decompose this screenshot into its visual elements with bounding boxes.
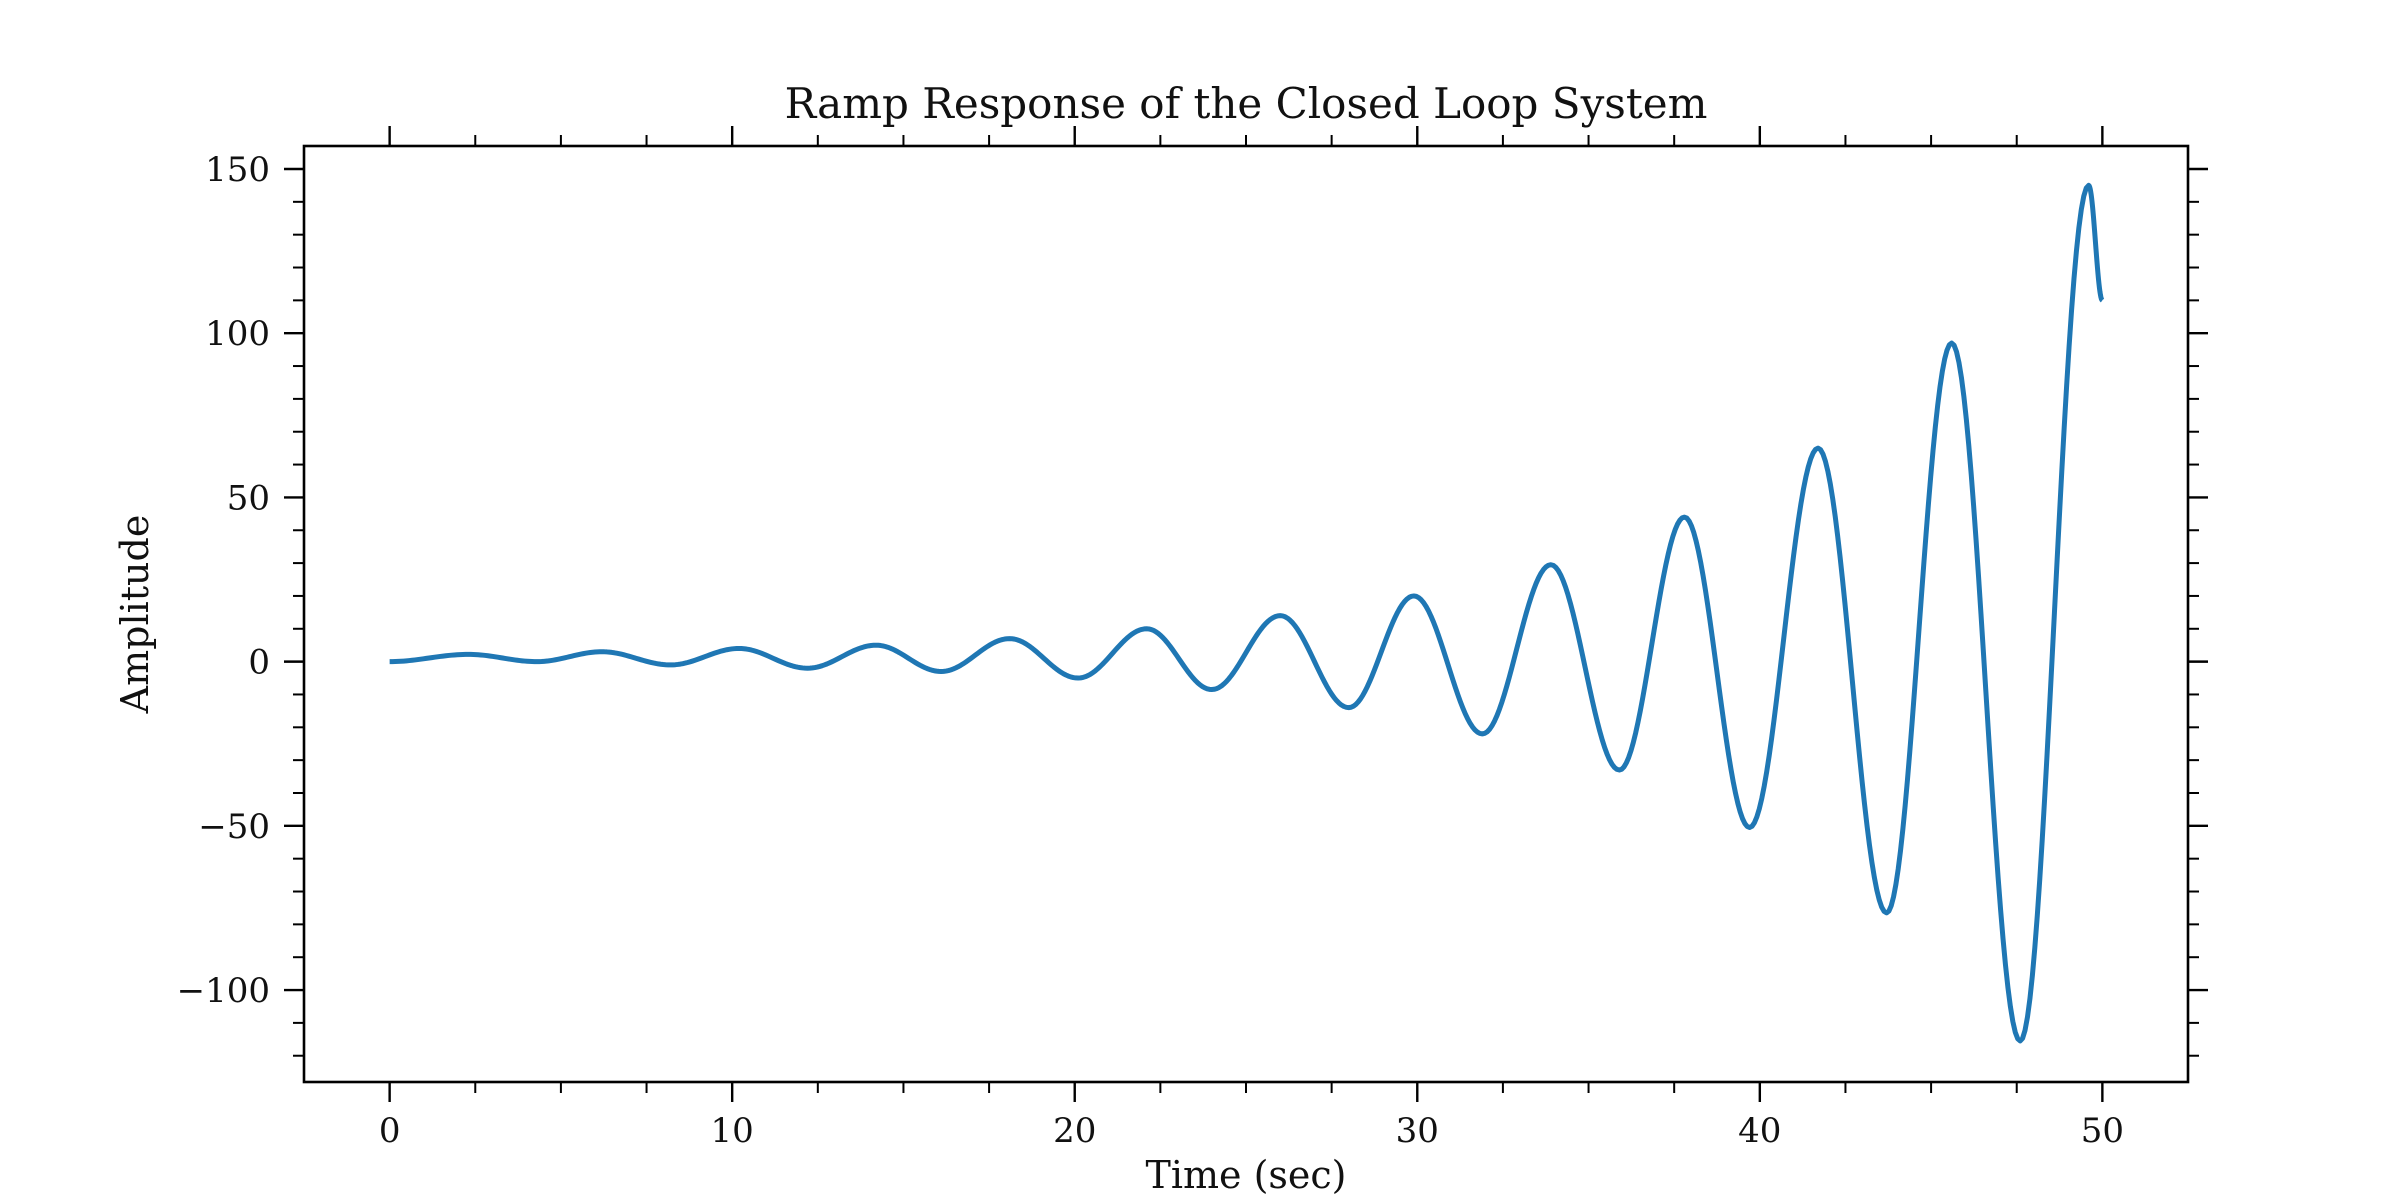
x-tick-label: 20 xyxy=(1053,1111,1096,1151)
plot-area xyxy=(389,182,2105,1044)
x-tick-label: 10 xyxy=(711,1111,754,1151)
x-tick-label: 40 xyxy=(1738,1111,1781,1151)
y-tick-label: 100 xyxy=(205,314,270,354)
series-line xyxy=(389,182,2105,1044)
y-tick-label: 150 xyxy=(205,150,270,190)
chart-title: Ramp Response of the Closed Loop System xyxy=(785,79,1708,128)
axis-ticks xyxy=(284,126,2208,1102)
tick-labels: 0 10 20 30 40 50 −100 −50 0 50 100 150 xyxy=(177,150,2124,1151)
y-tick-label: 0 xyxy=(248,643,270,683)
y-tick-label: −100 xyxy=(177,971,270,1011)
x-tick-label: 30 xyxy=(1396,1111,1439,1151)
y-axis-title: Amplitude xyxy=(113,515,157,715)
y-tick-label: 50 xyxy=(227,478,270,518)
axes-frame xyxy=(302,144,2190,1084)
x-tick-label: 50 xyxy=(2081,1111,2124,1151)
x-tick-label: 0 xyxy=(379,1111,401,1151)
x-axis-title: Time (sec) xyxy=(1145,1153,1346,1197)
y-tick-label: −50 xyxy=(198,807,270,847)
